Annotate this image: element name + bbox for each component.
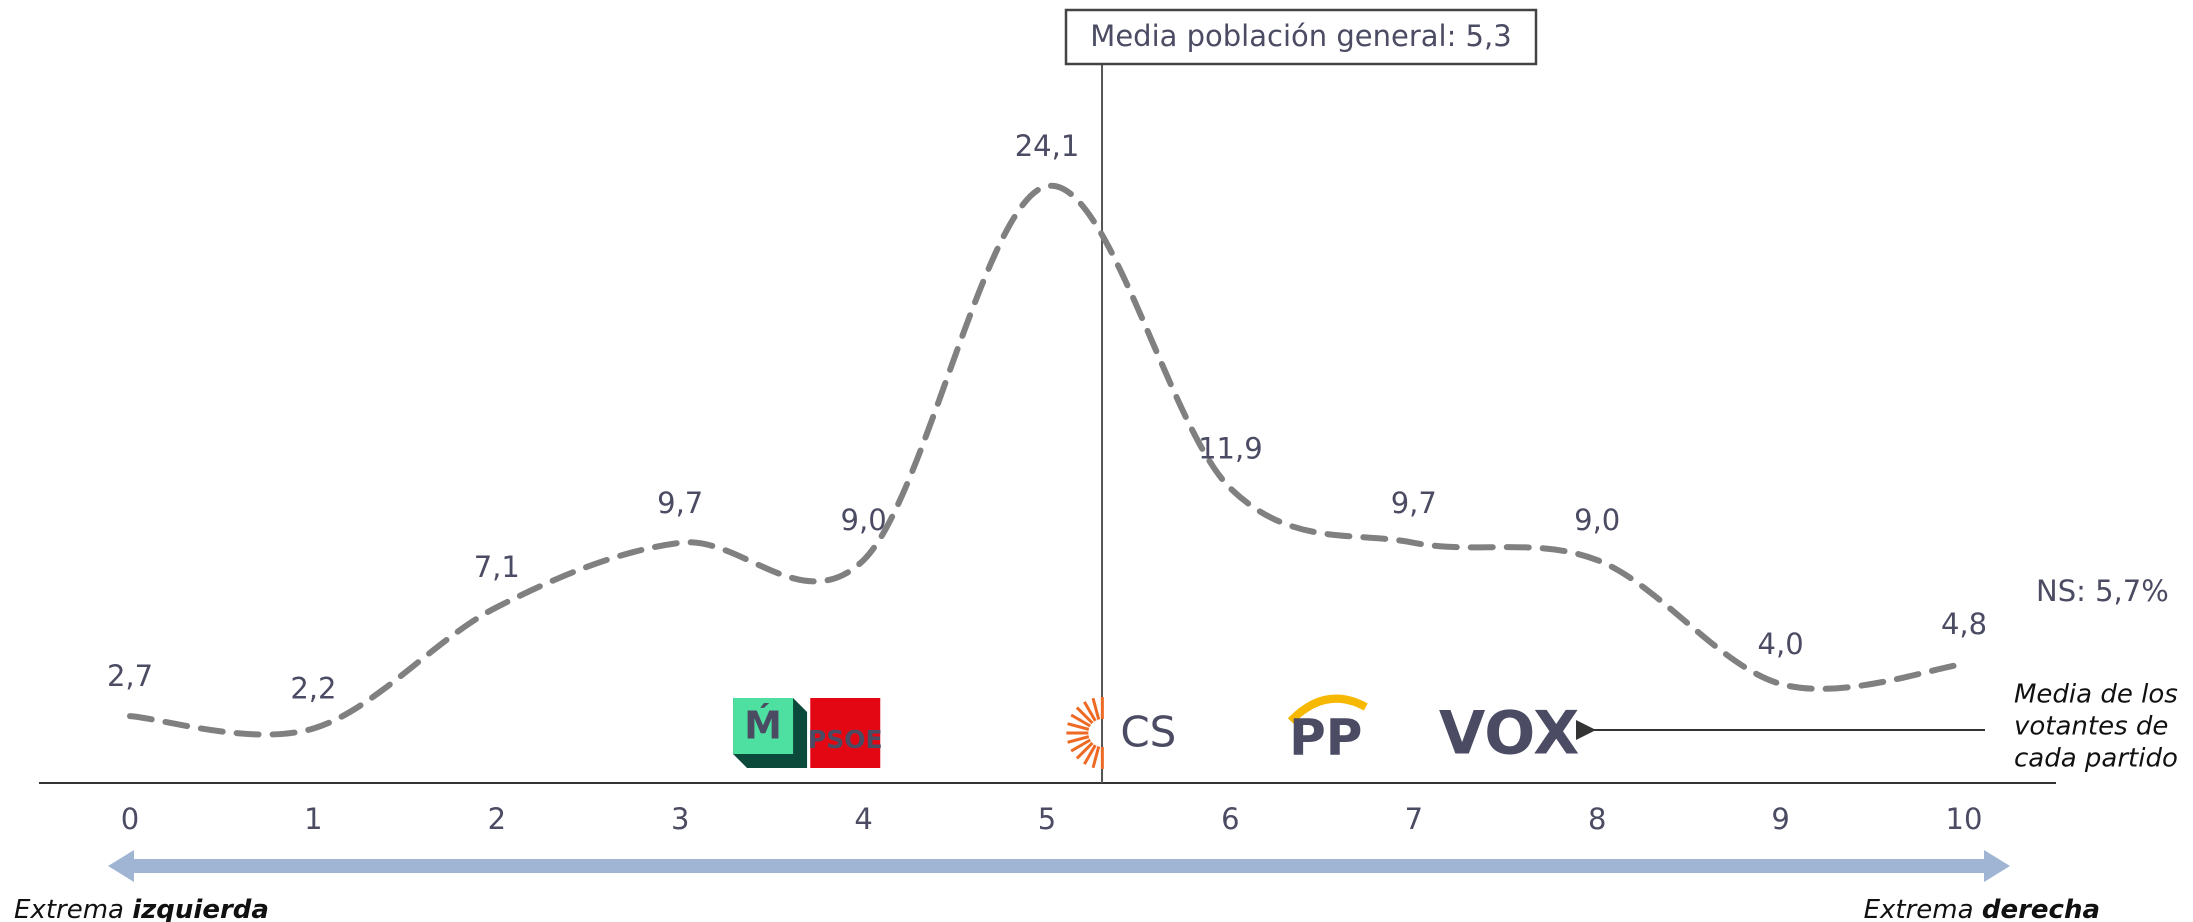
party-logo: Ḿ (733, 698, 808, 768)
x-tick-label: 6 (1221, 802, 1239, 836)
logo-ray (1067, 735, 1090, 744)
x-tick-label: 4 (854, 802, 872, 836)
x-tick-label: 10 (1946, 802, 1983, 836)
logo-text: Ḿ (744, 704, 782, 748)
note-line: votantes de (2014, 712, 2168, 742)
x-tick-label: 1 (304, 802, 322, 836)
right-end-label: Extrema derecha (1864, 895, 2100, 922)
logo-text: PSOE (808, 725, 883, 754)
data-label: 7,1 (474, 550, 520, 584)
party-logo: VOX (1439, 699, 1580, 769)
data-label: 9,0 (841, 503, 887, 537)
logo-ray (1083, 701, 1097, 722)
party-logo: PSOE (808, 698, 883, 768)
data-label: 2,2 (290, 672, 336, 706)
data-label: 4,0 (1758, 627, 1804, 661)
data-label: 24,1 (1015, 129, 1080, 163)
note-line: cada partido (2014, 744, 2178, 774)
scale-arrow (108, 850, 2010, 882)
data-label: 4,8 (1941, 607, 1987, 641)
x-tick-label: 2 (488, 802, 506, 836)
logo-text: CS (1120, 708, 1176, 757)
x-tick-label: 7 (1405, 802, 1423, 836)
logo-ray (1091, 746, 1101, 769)
note-line: Media de los (2014, 680, 2178, 710)
data-label: 9,7 (1391, 486, 1437, 520)
x-tick-label: 8 (1588, 802, 1606, 836)
left-end-label: Extrema izquierda (14, 895, 269, 922)
logo-text: VOX (1439, 699, 1580, 769)
logo-ray (1091, 697, 1101, 720)
logo-shape (733, 698, 794, 754)
data-line (127, 183, 1967, 738)
logo-shape (810, 698, 881, 768)
logo-ray (1070, 738, 1091, 753)
data-label: 11,9 (1198, 431, 1263, 465)
party-logo: CS (1066, 697, 1176, 769)
reference-label: Media población general: 5,3 (1090, 19, 1511, 53)
x-tick-label: 9 (1771, 802, 1789, 836)
x-tick-label: 3 (671, 802, 689, 836)
logo-ray (1075, 706, 1094, 725)
logo-ray (1075, 741, 1094, 760)
logo-ray (1067, 722, 1090, 731)
party-mean-note: Media de los votantes de cada partido (1576, 680, 2178, 774)
data-label: 2,7 (107, 659, 153, 693)
party-logo: PP (1287, 694, 1368, 767)
logo-ray (1083, 744, 1097, 765)
data-label: 9,0 (1574, 503, 1620, 537)
logo-text: PP (1289, 709, 1362, 767)
x-tick-label: 0 (121, 802, 139, 836)
ns-annotation: NS: 5,7% (2036, 574, 2169, 608)
x-tick-label: 5 (1038, 802, 1056, 836)
logo-shape (1287, 694, 1368, 724)
data-label: 9,7 (657, 486, 703, 520)
reference-box (1064, 8, 1538, 66)
logo-ray (1070, 713, 1091, 728)
